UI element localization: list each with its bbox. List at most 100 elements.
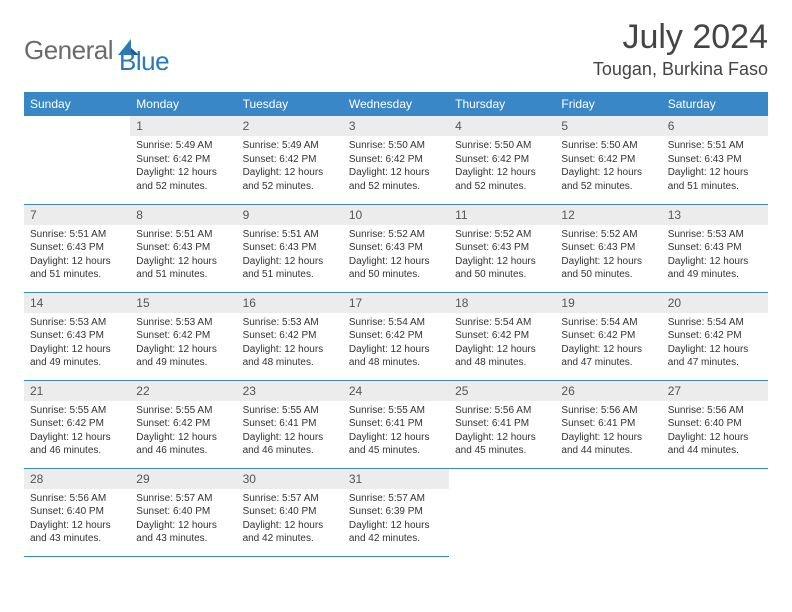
calendar-cell: 7Sunrise: 5:51 AMSunset: 6:43 PMDaylight… <box>24 204 130 292</box>
day-details: Sunrise: 5:57 AMSunset: 6:40 PMDaylight:… <box>130 489 236 552</box>
day-number: 6 <box>662 116 768 136</box>
day-number: 24 <box>343 381 449 401</box>
day-details: Sunrise: 5:51 AMSunset: 6:43 PMDaylight:… <box>130 225 236 288</box>
day-number: 12 <box>555 205 661 225</box>
day-details: Sunrise: 5:55 AMSunset: 6:41 PMDaylight:… <box>237 401 343 464</box>
day-details: Sunrise: 5:55 AMSunset: 6:42 PMDaylight:… <box>24 401 130 464</box>
day-details: Sunrise: 5:53 AMSunset: 6:43 PMDaylight:… <box>24 313 130 376</box>
day-number: 23 <box>237 381 343 401</box>
calendar-cell: 1Sunrise: 5:49 AMSunset: 6:42 PMDaylight… <box>130 116 236 204</box>
calendar-week: 28Sunrise: 5:56 AMSunset: 6:40 PMDayligh… <box>24 468 768 556</box>
day-number: 7 <box>24 205 130 225</box>
day-number: 16 <box>237 293 343 313</box>
calendar-cell <box>555 468 661 556</box>
calendar-cell <box>662 468 768 556</box>
calendar-header-row: SundayMondayTuesdayWednesdayThursdayFrid… <box>24 92 768 116</box>
day-number: 15 <box>130 293 236 313</box>
day-details: Sunrise: 5:55 AMSunset: 6:42 PMDaylight:… <box>130 401 236 464</box>
day-details: Sunrise: 5:53 AMSunset: 6:42 PMDaylight:… <box>237 313 343 376</box>
day-header: Monday <box>130 92 236 116</box>
day-details: Sunrise: 5:54 AMSunset: 6:42 PMDaylight:… <box>662 313 768 376</box>
calendar-week: 21Sunrise: 5:55 AMSunset: 6:42 PMDayligh… <box>24 380 768 468</box>
calendar-cell: 24Sunrise: 5:55 AMSunset: 6:41 PMDayligh… <box>343 380 449 468</box>
day-details: Sunrise: 5:52 AMSunset: 6:43 PMDaylight:… <box>449 225 555 288</box>
day-number: 28 <box>24 469 130 489</box>
calendar-cell: 15Sunrise: 5:53 AMSunset: 6:42 PMDayligh… <box>130 292 236 380</box>
day-number: 25 <box>449 381 555 401</box>
day-number: 18 <box>449 293 555 313</box>
day-details: Sunrise: 5:56 AMSunset: 6:40 PMDaylight:… <box>24 489 130 552</box>
day-details: Sunrise: 5:52 AMSunset: 6:43 PMDaylight:… <box>555 225 661 288</box>
calendar-week: 14Sunrise: 5:53 AMSunset: 6:43 PMDayligh… <box>24 292 768 380</box>
calendar-cell: 23Sunrise: 5:55 AMSunset: 6:41 PMDayligh… <box>237 380 343 468</box>
location: Tougan, Burkina Faso <box>593 59 768 80</box>
calendar-cell: 26Sunrise: 5:56 AMSunset: 6:41 PMDayligh… <box>555 380 661 468</box>
logo-word-blue: Blue <box>119 24 169 77</box>
day-details: Sunrise: 5:56 AMSunset: 6:41 PMDaylight:… <box>449 401 555 464</box>
calendar-cell: 27Sunrise: 5:56 AMSunset: 6:40 PMDayligh… <box>662 380 768 468</box>
day-details: Sunrise: 5:54 AMSunset: 6:42 PMDaylight:… <box>449 313 555 376</box>
day-number: 21 <box>24 381 130 401</box>
day-details: Sunrise: 5:56 AMSunset: 6:41 PMDaylight:… <box>555 401 661 464</box>
day-number: 26 <box>555 381 661 401</box>
day-number: 20 <box>662 293 768 313</box>
day-details: Sunrise: 5:50 AMSunset: 6:42 PMDaylight:… <box>449 136 555 199</box>
day-number: 8 <box>130 205 236 225</box>
day-number: 31 <box>343 469 449 489</box>
day-number: 27 <box>662 381 768 401</box>
day-details: Sunrise: 5:50 AMSunset: 6:42 PMDaylight:… <box>343 136 449 199</box>
day-details: Sunrise: 5:51 AMSunset: 6:43 PMDaylight:… <box>662 136 768 199</box>
header: General Blue July 2024 Tougan, Burkina F… <box>24 18 768 80</box>
day-details: Sunrise: 5:57 AMSunset: 6:39 PMDaylight:… <box>343 489 449 552</box>
day-details: Sunrise: 5:54 AMSunset: 6:42 PMDaylight:… <box>343 313 449 376</box>
day-number: 14 <box>24 293 130 313</box>
calendar-cell: 25Sunrise: 5:56 AMSunset: 6:41 PMDayligh… <box>449 380 555 468</box>
logo-word-general: General <box>24 35 113 66</box>
day-details: Sunrise: 5:51 AMSunset: 6:43 PMDaylight:… <box>24 225 130 288</box>
month-title: July 2024 <box>593 18 768 57</box>
day-number: 5 <box>555 116 661 136</box>
day-number: 19 <box>555 293 661 313</box>
day-details: Sunrise: 5:52 AMSunset: 6:43 PMDaylight:… <box>343 225 449 288</box>
day-details: Sunrise: 5:53 AMSunset: 6:42 PMDaylight:… <box>130 313 236 376</box>
day-details: Sunrise: 5:55 AMSunset: 6:41 PMDaylight:… <box>343 401 449 464</box>
calendar-cell: 9Sunrise: 5:51 AMSunset: 6:43 PMDaylight… <box>237 204 343 292</box>
calendar-cell: 17Sunrise: 5:54 AMSunset: 6:42 PMDayligh… <box>343 292 449 380</box>
day-details: Sunrise: 5:51 AMSunset: 6:43 PMDaylight:… <box>237 225 343 288</box>
day-details: Sunrise: 5:49 AMSunset: 6:42 PMDaylight:… <box>130 136 236 199</box>
calendar-cell: 5Sunrise: 5:50 AMSunset: 6:42 PMDaylight… <box>555 116 661 204</box>
calendar-cell: 28Sunrise: 5:56 AMSunset: 6:40 PMDayligh… <box>24 468 130 556</box>
calendar-cell: 30Sunrise: 5:57 AMSunset: 6:40 PMDayligh… <box>237 468 343 556</box>
calendar-cell: 10Sunrise: 5:52 AMSunset: 6:43 PMDayligh… <box>343 204 449 292</box>
day-details: Sunrise: 5:56 AMSunset: 6:40 PMDaylight:… <box>662 401 768 464</box>
day-number: 10 <box>343 205 449 225</box>
day-number: 3 <box>343 116 449 136</box>
calendar-cell: 3Sunrise: 5:50 AMSunset: 6:42 PMDaylight… <box>343 116 449 204</box>
calendar-cell: 20Sunrise: 5:54 AMSunset: 6:42 PMDayligh… <box>662 292 768 380</box>
day-details: Sunrise: 5:57 AMSunset: 6:40 PMDaylight:… <box>237 489 343 552</box>
calendar-cell: 18Sunrise: 5:54 AMSunset: 6:42 PMDayligh… <box>449 292 555 380</box>
day-number: 17 <box>343 293 449 313</box>
day-number: 13 <box>662 205 768 225</box>
day-number: 11 <box>449 205 555 225</box>
calendar-week: 7Sunrise: 5:51 AMSunset: 6:43 PMDaylight… <box>24 204 768 292</box>
day-header: Saturday <box>662 92 768 116</box>
calendar-body: 1Sunrise: 5:49 AMSunset: 6:42 PMDaylight… <box>24 116 768 556</box>
day-header: Wednesday <box>343 92 449 116</box>
calendar-cell: 11Sunrise: 5:52 AMSunset: 6:43 PMDayligh… <box>449 204 555 292</box>
day-number: 9 <box>237 205 343 225</box>
day-details: Sunrise: 5:53 AMSunset: 6:43 PMDaylight:… <box>662 225 768 288</box>
calendar-week: 1Sunrise: 5:49 AMSunset: 6:42 PMDaylight… <box>24 116 768 204</box>
logo: General Blue <box>24 18 169 77</box>
calendar-cell: 22Sunrise: 5:55 AMSunset: 6:42 PMDayligh… <box>130 380 236 468</box>
day-number: 30 <box>237 469 343 489</box>
day-number: 1 <box>130 116 236 136</box>
day-details: Sunrise: 5:49 AMSunset: 6:42 PMDaylight:… <box>237 136 343 199</box>
day-header: Tuesday <box>237 92 343 116</box>
calendar-cell: 12Sunrise: 5:52 AMSunset: 6:43 PMDayligh… <box>555 204 661 292</box>
calendar-cell: 16Sunrise: 5:53 AMSunset: 6:42 PMDayligh… <box>237 292 343 380</box>
calendar-cell: 19Sunrise: 5:54 AMSunset: 6:42 PMDayligh… <box>555 292 661 380</box>
calendar-cell: 21Sunrise: 5:55 AMSunset: 6:42 PMDayligh… <box>24 380 130 468</box>
day-details: Sunrise: 5:50 AMSunset: 6:42 PMDaylight:… <box>555 136 661 199</box>
day-header: Sunday <box>24 92 130 116</box>
